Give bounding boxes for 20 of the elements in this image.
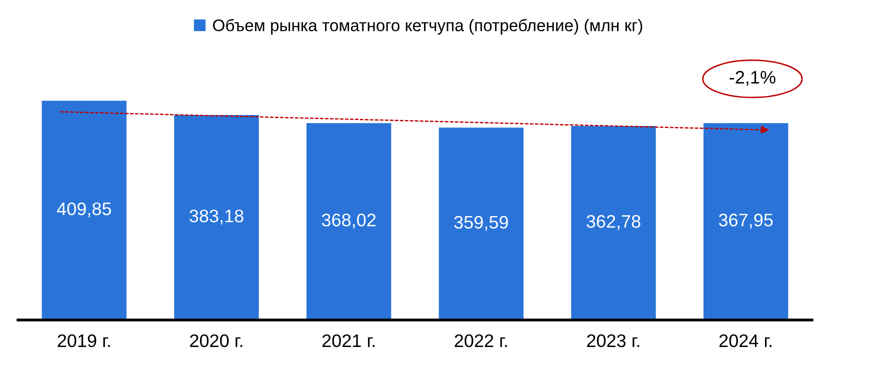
data-label: 383,18 [190, 210, 244, 224]
bar [306, 123, 392, 320]
x-tick-label: 2020 г. [190, 334, 242, 348]
bar [438, 128, 524, 320]
x-tick-label: 2024 г. [719, 334, 772, 348]
x-tick-label: 2022 г. [454, 334, 507, 348]
data-label: 368,02 [322, 214, 376, 229]
data-label: 367,95 [718, 214, 773, 229]
x-tick-label: 2023 г. [587, 334, 640, 348]
text: -2,1% [730, 70, 776, 86]
data-label: 359,59 [454, 216, 508, 231]
data-label: 362,78 [586, 215, 640, 230]
bar [174, 115, 259, 320]
bar [571, 126, 656, 320]
x-tick-label: 2019 г. [58, 334, 110, 348]
x-tick-label: 2021 г. [322, 334, 374, 348]
legend-label: Объем рынка томатного кетчупа (потребление) (млн кг) [213, 18, 642, 35]
bar [42, 100, 127, 320]
data-label: 409,85 [56, 202, 112, 218]
bar [703, 123, 788, 320]
